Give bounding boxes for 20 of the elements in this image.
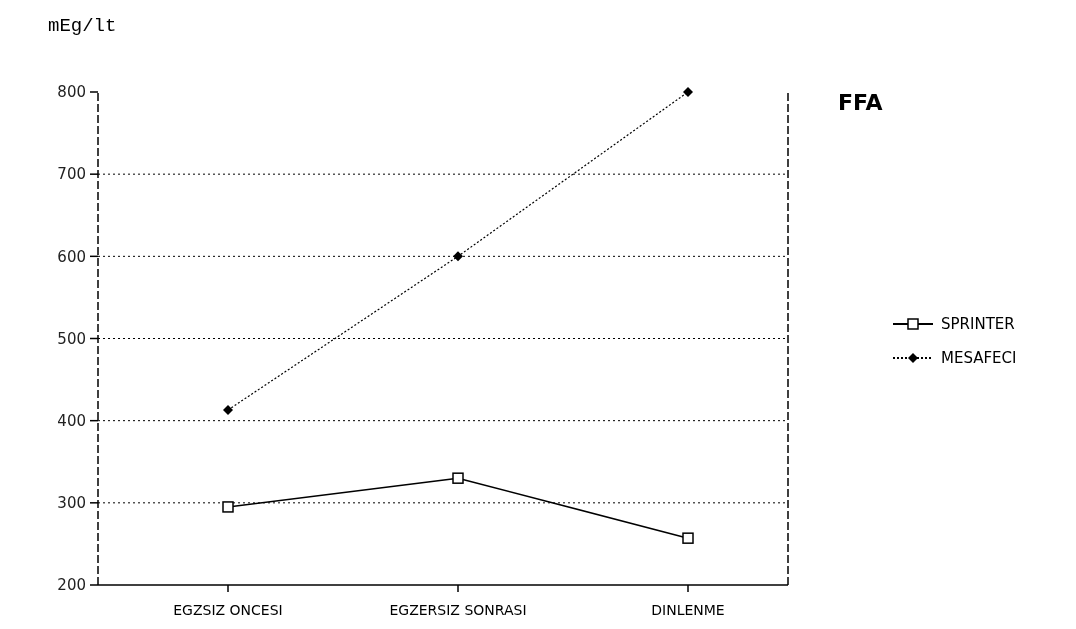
point <box>453 251 463 262</box>
y-tick-label: 800 <box>57 83 86 102</box>
point <box>223 404 233 415</box>
x-tick-label: EGZSIZ ONCESI <box>173 602 283 618</box>
point <box>682 532 694 544</box>
y-tick-label: 500 <box>57 329 86 348</box>
point <box>452 472 464 484</box>
x-tick-label: DINLENME <box>651 602 725 618</box>
y-tick-label: 700 <box>57 165 86 184</box>
legend-label: MESAFECI <box>941 349 1017 368</box>
legend-label: SPRINTER <box>941 315 1015 334</box>
y-tick-label: 600 <box>57 247 86 266</box>
point <box>222 501 234 513</box>
point <box>683 87 693 97</box>
y-tick-label: 300 <box>57 494 86 513</box>
y-tick-label: 200 <box>57 576 86 595</box>
y-axis-title: mEg/lt <box>48 15 117 37</box>
text: FFA <box>838 90 883 115</box>
y-tick-label: 400 <box>57 411 86 430</box>
x-tick-label: EGZERSIZ SONRASI <box>389 602 527 618</box>
